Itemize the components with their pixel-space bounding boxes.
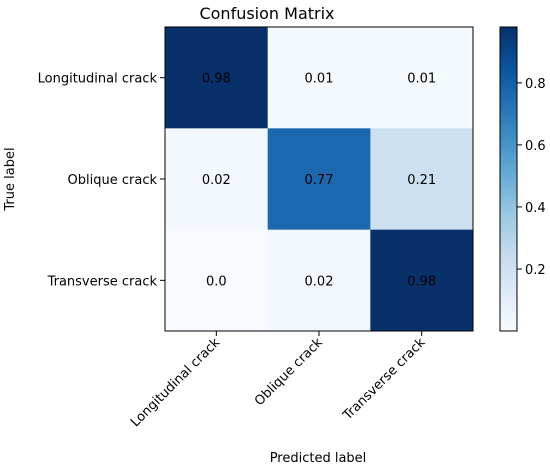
- heatmap-cell-labels: 0.98 0.01 0.01 0.02 0.77 0.21 0.0 0.02 0.98: [202, 72, 436, 290]
- x-axis-ticks: Longitudinal crack Oblique crack Transvers…: [128, 331, 429, 430]
- heatmap-cells: [165, 27, 474, 332]
- colorbar-tick-label: 0.8: [525, 77, 546, 92]
- heatmap-cell: [370, 27, 474, 129]
- x-axis-label: Predicted label: [270, 451, 367, 466]
- heatmap-cell: [370, 128, 474, 231]
- chart-title: Confusion Matrix: [199, 4, 334, 23]
- colorbar: [499, 26, 518, 332]
- heatmap-cell: [267, 128, 371, 231]
- y-tick-label: Longitudinal crack: [38, 72, 158, 87]
- colorbar-tick-label: 0.6: [525, 139, 546, 154]
- cell-value-label: 0.98: [202, 72, 231, 87]
- cell-value-label: 0.01: [305, 72, 334, 87]
- cell-value-label: 0.21: [407, 173, 436, 188]
- colorbar-tick-label: 0.2: [525, 263, 546, 278]
- x-tick-label: Transverse crack: [340, 335, 429, 424]
- y-axis-ticks: Longitudinal crack Oblique crack Transvers…: [38, 72, 165, 289]
- y-tick-label: Transverse crack: [47, 274, 158, 289]
- cell-value-label: 0.98: [407, 274, 436, 289]
- heatmap-cell: [267, 27, 371, 129]
- cell-value-label: 0.01: [407, 72, 436, 87]
- heatmap-cell: [370, 229, 474, 332]
- heatmap-cell: [165, 229, 269, 332]
- y-axis-label: True label: [3, 147, 18, 211]
- heatmap-cell: [165, 128, 269, 231]
- cell-value-label: 0.77: [305, 173, 334, 188]
- cell-value-label: 0.02: [202, 173, 231, 188]
- colorbar-ticks: 0.2 0.4 0.6 0.8: [517, 77, 546, 278]
- colorbar-tick-label: 0.4: [525, 201, 546, 216]
- heatmap-cell: [165, 27, 269, 129]
- x-tick-label: Longitudinal crack: [128, 335, 223, 430]
- cell-value-label: 0.0: [206, 274, 227, 289]
- heatmap-cell: [267, 229, 371, 332]
- cell-value-label: 0.02: [305, 274, 334, 289]
- x-tick-label: Oblique crack: [252, 335, 326, 409]
- y-tick-label: Oblique crack: [68, 173, 158, 188]
